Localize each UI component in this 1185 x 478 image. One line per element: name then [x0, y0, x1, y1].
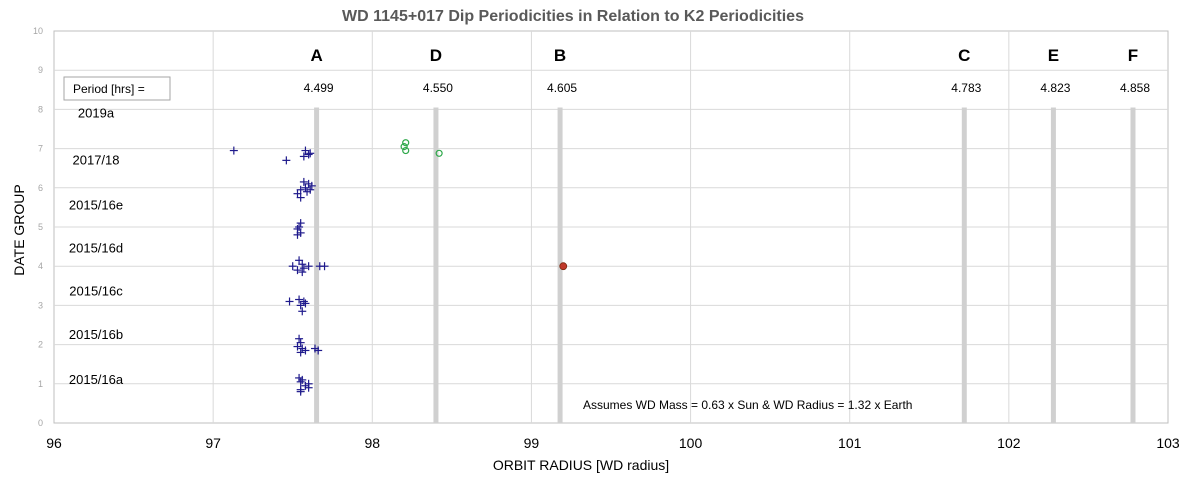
period-letter: A: [310, 46, 322, 65]
dot-marker: [559, 262, 568, 271]
plus-marker: [298, 260, 307, 269]
plus-marker: [298, 268, 307, 277]
plus-marker: [314, 346, 323, 355]
y-tick-label: 3: [38, 300, 43, 310]
plus-marker: [288, 262, 297, 271]
plus-marker: [320, 262, 329, 271]
y-tick-label: 10: [33, 26, 43, 36]
assumption-note: Assumes WD Mass = 0.63 x Sun & WD Radius…: [583, 398, 912, 412]
plus-marker: [306, 185, 315, 194]
grid-lines: [54, 31, 1168, 423]
chart-title: WD 1145+017 Dip Periodicities in Relatio…: [342, 8, 804, 25]
plus-marker: [306, 149, 315, 158]
period-letter: E: [1048, 46, 1059, 65]
date-group-label: 2015/16e: [69, 197, 123, 212]
y-tick-label: 8: [38, 104, 43, 114]
data-points: [229, 139, 568, 396]
plus-marker: [285, 297, 294, 306]
plus-marker: [296, 377, 305, 386]
x-tick-label: 102: [997, 435, 1021, 451]
circle-marker: [400, 143, 408, 151]
period-letter: B: [554, 46, 566, 65]
period-value: 4.499: [304, 81, 334, 95]
plus-marker: [298, 307, 307, 316]
date-group-label: 2015/16b: [69, 327, 123, 342]
period-value: 4.783: [951, 81, 981, 95]
plus-marker: [282, 156, 291, 165]
y-tick-labels: 0 1 2 3 4 5 6 7 8 9 10: [33, 26, 43, 428]
plus-marker: [304, 150, 313, 159]
period-value: 4.550: [423, 81, 453, 95]
date-group-label: 2015/16c: [69, 284, 123, 299]
plus-marker: [307, 181, 316, 190]
date-group-label: 2017/18: [73, 152, 120, 167]
plus-marker: [301, 346, 310, 355]
plus-marker: [296, 219, 305, 228]
period-letter: F: [1128, 46, 1138, 65]
x-tick-label: 100: [679, 435, 703, 451]
date-group-label: 2015/16d: [69, 241, 123, 256]
plus-marker: [293, 342, 302, 351]
plus-marker: [295, 334, 304, 343]
date-group-labels: 2019a 2017/18 2015/16e 2015/16d 2015/16c 2015…: [69, 105, 124, 387]
date-group-label: 2015/16a: [69, 372, 124, 387]
plus-marker: [301, 299, 310, 308]
plus-marker: [295, 223, 304, 231]
y-axis-title: DATE GROUP: [11, 184, 27, 276]
plus-marker: [298, 375, 307, 384]
plus-marker: [299, 264, 308, 273]
x-tick-label: 99: [524, 435, 540, 451]
y-tick-label: 2: [38, 340, 43, 350]
plus-marker: [301, 183, 310, 192]
y-tick-label: 9: [38, 65, 43, 75]
x-tick-label: 98: [364, 435, 380, 451]
circle-marker: [435, 149, 443, 157]
period-lines: A 4.499 D 4.550 B 4.605 C 4.783 E 4.823 F 4.858: [304, 46, 1150, 423]
plus-marker: [293, 266, 302, 275]
x-tick-label: 96: [46, 435, 62, 451]
plus-marker: [295, 295, 304, 304]
period-value: 4.858: [1120, 81, 1150, 95]
plus-marker: [296, 387, 305, 396]
plus-marker: [299, 177, 308, 186]
period-value: 4.605: [547, 81, 577, 95]
period-value: 4.823: [1040, 81, 1070, 95]
y-tick-label: 6: [38, 183, 43, 193]
plus-marker: [229, 146, 238, 155]
plus-marker: [296, 348, 305, 357]
x-tick-label: 97: [205, 435, 221, 451]
y-tick-label: 7: [38, 144, 43, 154]
x-tick-labels: 96 97 98 99 100 101 102 103: [46, 435, 1180, 451]
y-tick-label: 0: [38, 418, 43, 428]
circle-marker: [402, 139, 410, 147]
date-group-label: 2019a: [78, 105, 115, 120]
period-letter: D: [430, 46, 442, 65]
circle-marker: [402, 146, 410, 155]
x-axis-title: ORBIT RADIUS [WD radius]: [493, 457, 669, 473]
plus-marker: [296, 301, 305, 310]
y-tick-label: 4: [38, 261, 43, 271]
plus-marker: [304, 262, 313, 271]
y-tick-label: 5: [38, 222, 43, 232]
period-letter: C: [958, 46, 970, 65]
plus-marker: [299, 152, 308, 161]
period-legend-box: Period [hrs] =: [63, 76, 171, 101]
y-tick-label: 1: [38, 379, 43, 389]
x-tick-label: 101: [838, 435, 862, 451]
plus-marker: [304, 383, 313, 392]
plus-marker: [293, 230, 302, 239]
x-tick-label: 103: [1156, 435, 1180, 451]
period-box-label: Period [hrs] =: [73, 82, 145, 96]
plus-marker: [296, 193, 305, 202]
